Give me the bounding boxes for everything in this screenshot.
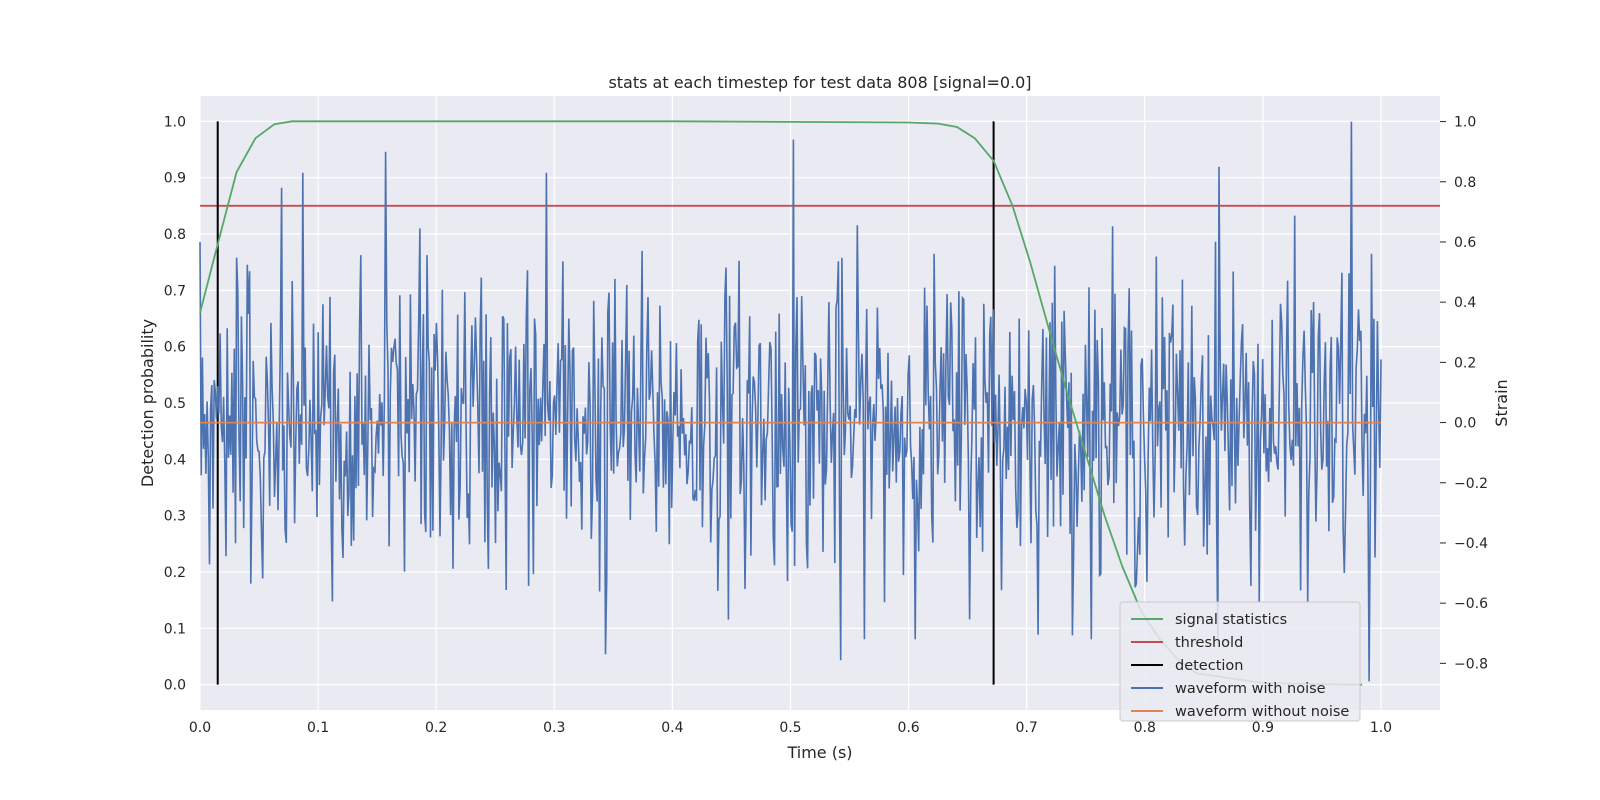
x-tick-label: 0.6 [897,720,919,736]
y-tick-label: 0.9 [164,171,186,187]
x-tick-label: 0.4 [661,720,683,736]
legend-label: detection [1175,658,1243,674]
y-tick-label: 0.2 [164,565,186,581]
y2-axis-ticks: −0.8 −0.6 −0.4 −0.2 0.0 0.2 0.4 0.6 0.8 1.0 [1440,115,1488,672]
chart-title: stats at each timestep for test data 808… [608,73,1031,92]
y2-tick-label: −0.8 [1454,656,1488,672]
x-axis-ticks: 0.0 0.1 0.2 0.3 0.4 0.5 0.6 0.7 0.8 0.9 1.0 [189,720,1392,736]
y-tick-label: 0.7 [164,283,186,299]
y2-tick-label: 0.8 [1454,175,1476,191]
legend-label: waveform with noise [1175,681,1326,697]
y-axis-label: Detection probability [138,319,157,487]
x-tick-label: 0.9 [1252,720,1274,736]
y-tick-label: 0.3 [164,509,186,525]
x-tick-label: 0.0 [189,720,211,736]
y-tick-label: 0.5 [164,396,186,412]
y2-tick-label: 0.6 [1454,235,1476,251]
y-axis-ticks: 0.0 0.1 0.2 0.3 0.4 0.5 0.6 0.7 0.8 0.9 1.0 [164,114,186,693]
y-tick-label: 1.0 [164,114,186,130]
legend: signal statistics threshold detection wavef… [1119,601,1361,722]
legend-label: waveform without noise [1175,704,1349,720]
x-axis-label: Time (s) [786,743,852,762]
x-tick-label: 0.8 [1134,720,1156,736]
legend-box [1119,601,1361,722]
x-tick-label: 0.7 [1016,720,1038,736]
x-tick-label: 1.0 [1370,720,1392,736]
x-tick-label: 0.5 [779,720,801,736]
y-tick-label: 0.8 [164,227,186,243]
legend-label: threshold [1175,635,1243,651]
y2-tick-label: −0.4 [1454,536,1488,552]
x-tick-label: 0.2 [425,720,447,736]
y-tick-label: 0.0 [164,678,186,694]
y2-tick-label: 0.2 [1454,355,1476,371]
y2-tick-label: −0.6 [1454,596,1488,612]
y-tick-label: 0.6 [164,340,186,356]
legend-label: signal statistics [1175,612,1287,628]
x-tick-label: 0.1 [307,720,329,736]
x-tick-label: 0.3 [543,720,565,736]
series-waveform-with-noise [199,121,1382,682]
y2-tick-label: 0.0 [1454,416,1476,432]
y2-tick-label: −0.2 [1454,476,1488,492]
y-tick-label: 0.4 [164,452,186,468]
y2-axis-label: Strain [1492,379,1511,426]
y2-tick-label: 1.0 [1454,115,1476,131]
y-tick-label: 0.1 [164,621,186,637]
y2-tick-label: 0.4 [1454,295,1476,311]
